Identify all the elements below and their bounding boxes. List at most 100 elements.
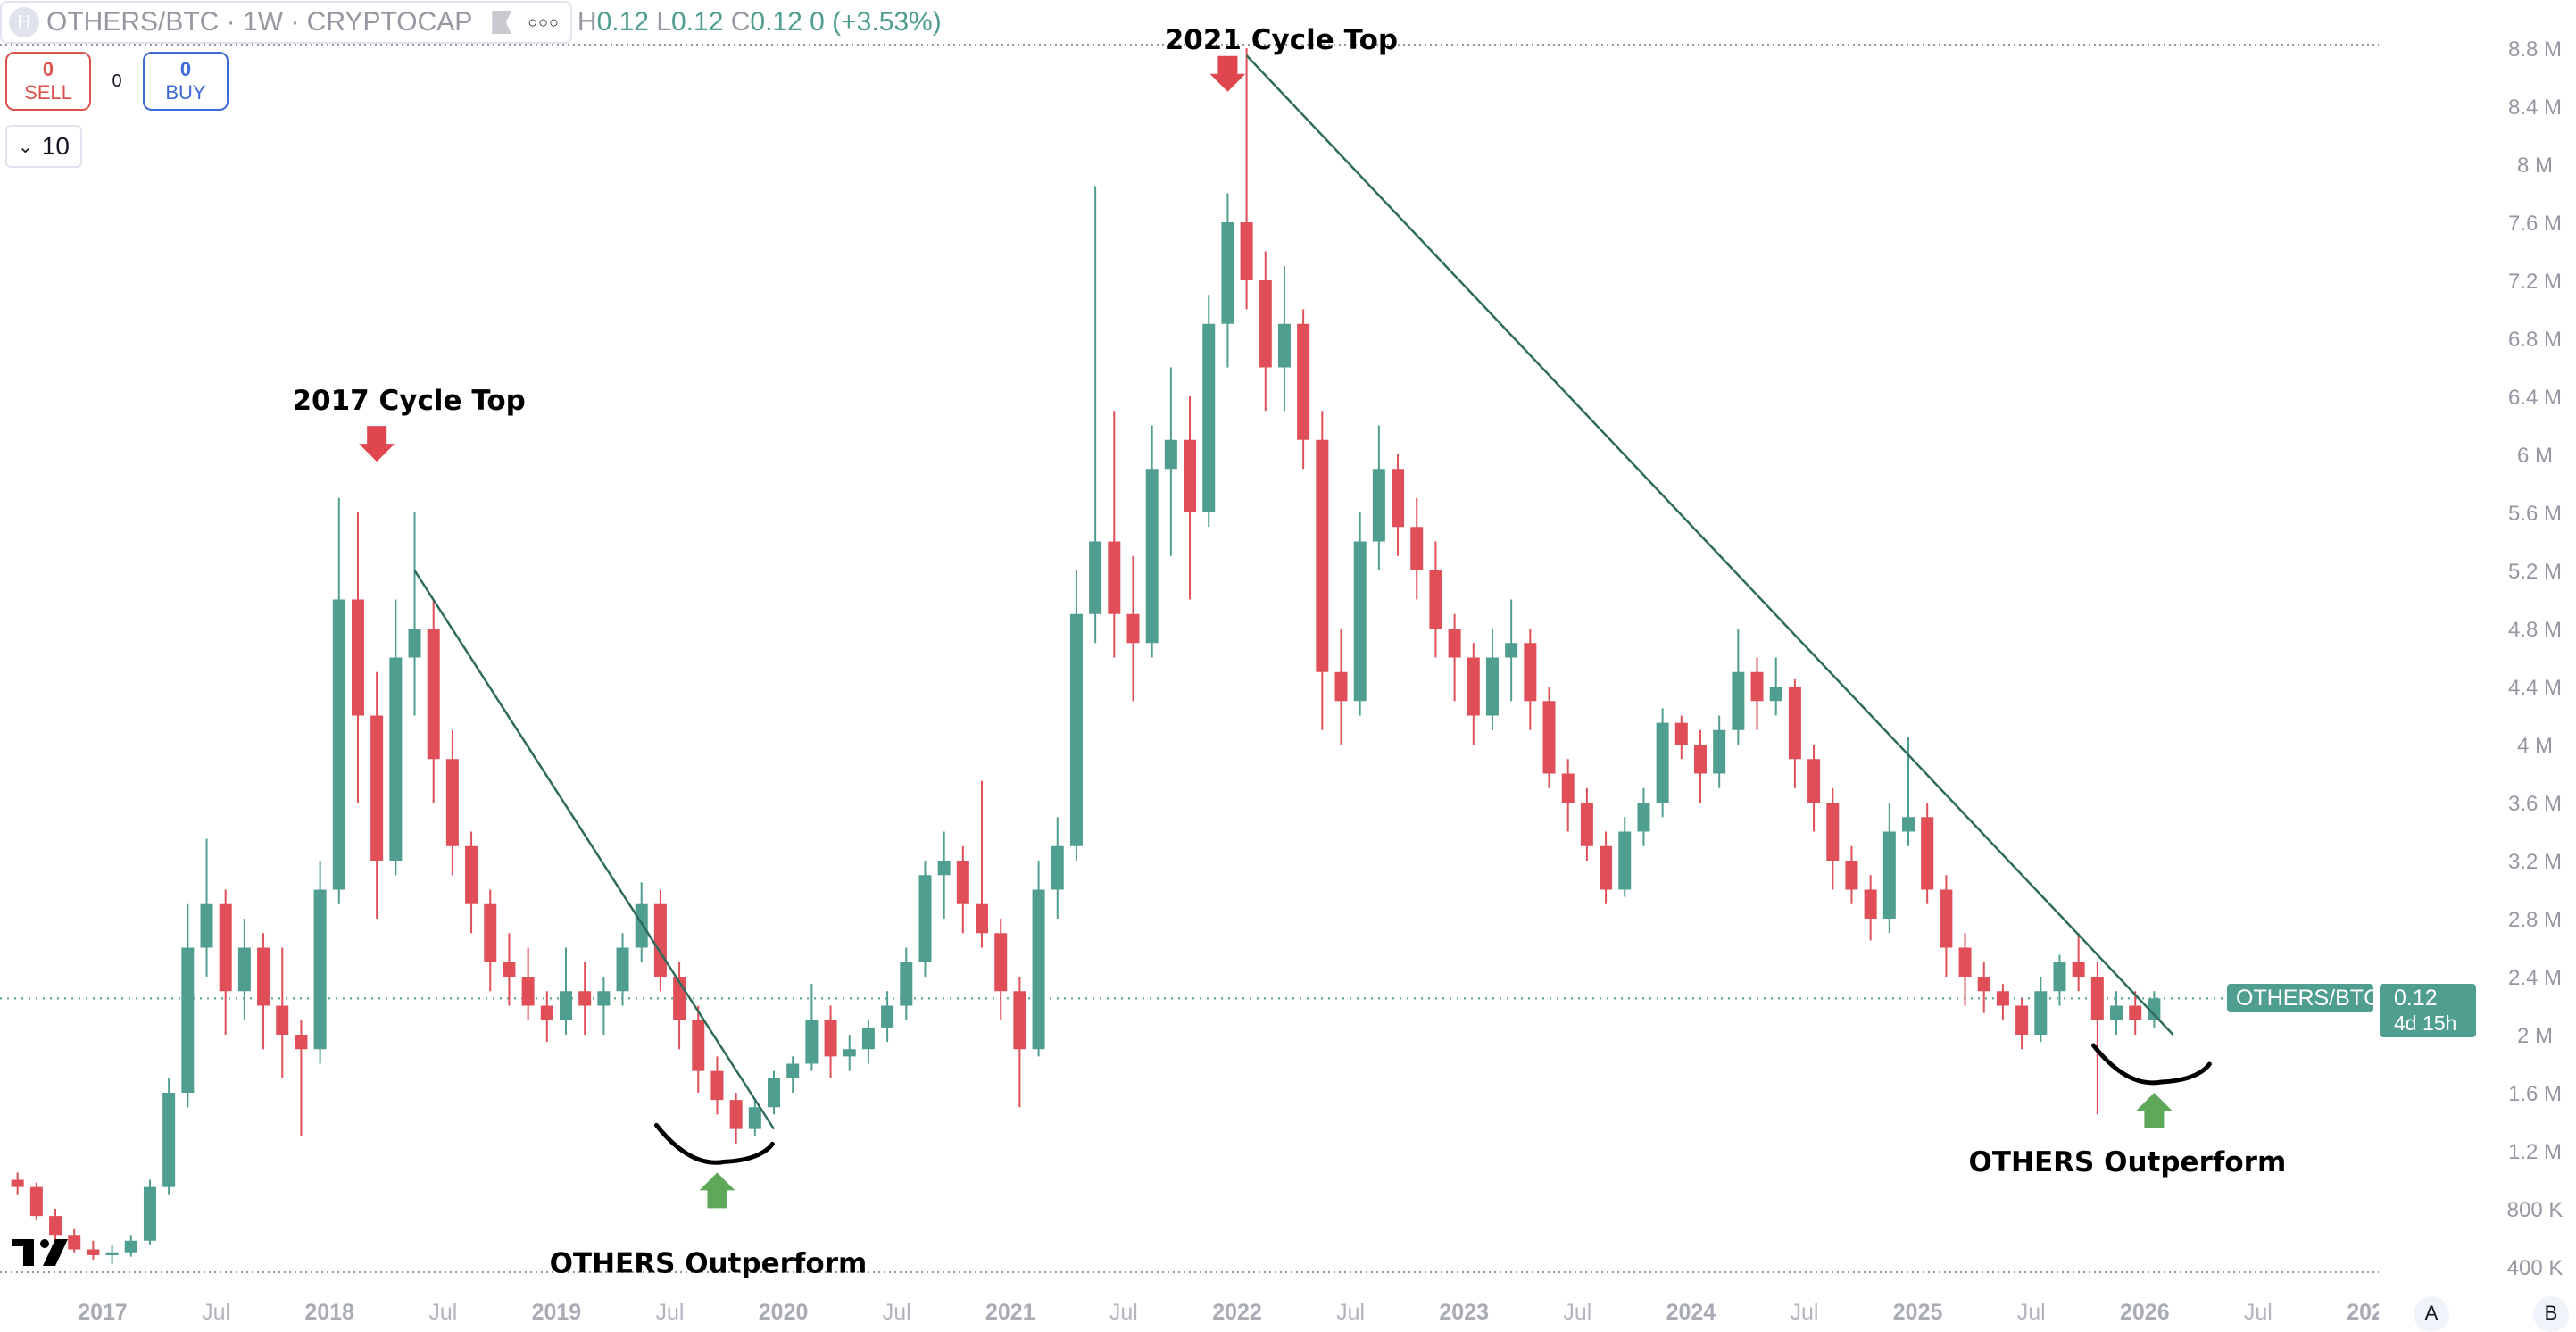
candle-body[interactable]: [427, 629, 440, 760]
candle-body[interactable]: [1032, 889, 1045, 1050]
candle-body[interactable]: [68, 1235, 81, 1250]
candle-body[interactable]: [1826, 803, 1840, 861]
candle-body[interactable]: [976, 903, 989, 934]
symbol-title-box[interactable]: H OTHERS/BTC · 1W · CRYPTOCAP ○○○: [0, 1, 572, 44]
candle-body[interactable]: [1429, 570, 1442, 629]
candle-body[interactable]: [937, 861, 951, 876]
candle-body[interactable]: [143, 1186, 156, 1241]
candle-body[interactable]: [408, 629, 421, 658]
candle-body[interactable]: [1713, 729, 1726, 774]
trendline[interactable]: [413, 570, 776, 1130]
candle-body[interactable]: [2053, 962, 2066, 992]
candle-body[interactable]: [578, 991, 592, 1006]
candle-body[interactable]: [1958, 947, 1972, 978]
candle-body[interactable]: [710, 1070, 724, 1101]
candle-body[interactable]: [1277, 323, 1291, 368]
candle-body[interactable]: [1580, 803, 1593, 846]
candle-body[interactable]: [768, 1078, 781, 1108]
candle-body[interactable]: [616, 947, 629, 992]
candle-body[interactable]: [2148, 998, 2161, 1020]
candle-body[interactable]: [503, 962, 516, 977]
candle-body[interactable]: [1448, 629, 1461, 658]
candle-body[interactable]: [1977, 977, 1990, 992]
candle-body[interactable]: [1750, 671, 1764, 702]
candle-body[interactable]: [389, 657, 403, 862]
candle-body[interactable]: [1505, 643, 1518, 658]
candle-body[interactable]: [1316, 439, 1329, 672]
candle-body[interactable]: [1524, 643, 1537, 702]
candle-body[interactable]: [1089, 541, 1102, 614]
candle-body[interactable]: [1693, 745, 1707, 774]
candle-body[interactable]: [748, 1107, 761, 1129]
candle-body[interactable]: [786, 1063, 800, 1078]
candle-body[interactable]: [692, 1020, 705, 1071]
candle-body[interactable]: [2090, 977, 2104, 1020]
candle-body[interactable]: [445, 759, 459, 846]
candle-body[interactable]: [351, 599, 364, 716]
candle-body[interactable]: [1013, 991, 1026, 1050]
candle-body[interactable]: [219, 903, 232, 992]
candle-body[interactable]: [1069, 613, 1083, 846]
candle-body[interactable]: [181, 947, 195, 1094]
candle-body[interactable]: [1221, 222, 1234, 324]
candle-body[interactable]: [900, 962, 913, 1006]
more-options-icon[interactable]: ○○○: [528, 12, 560, 31]
candle-body[interactable]: [1202, 323, 1216, 512]
candle-body[interactable]: [1392, 469, 1405, 528]
candle-body[interactable]: [1882, 831, 1896, 920]
sell-button[interactable]: 0 SELL: [5, 52, 91, 111]
candle-body[interactable]: [332, 599, 345, 890]
quantity-dropdown[interactable]: ⌄ 10: [5, 125, 82, 168]
candle-body[interactable]: [2034, 991, 2048, 1035]
candle-body[interactable]: [257, 947, 270, 1006]
candle-body[interactable]: [1864, 889, 1877, 920]
candle-body[interactable]: [861, 1027, 875, 1050]
candle-body[interactable]: [1485, 657, 1499, 716]
candle-body[interactable]: [1618, 831, 1632, 890]
candle-body[interactable]: [1732, 671, 1745, 730]
trendline[interactable]: [1245, 54, 2174, 1036]
candle-body[interactable]: [105, 1252, 119, 1255]
candle-body[interactable]: [29, 1186, 43, 1217]
candle-body[interactable]: [1921, 817, 1934, 890]
candle-body[interactable]: [1467, 657, 1480, 716]
candle-body[interactable]: [1051, 845, 1064, 890]
candle-body[interactable]: [1674, 722, 1688, 745]
candle-body[interactable]: [1334, 671, 1348, 702]
candle-body[interactable]: [1126, 613, 1140, 644]
candle-body[interactable]: [1600, 845, 1613, 890]
candle-body[interactable]: [540, 1005, 553, 1020]
candle-body[interactable]: [1259, 280, 1272, 368]
candle-body[interactable]: [2129, 1005, 2142, 1020]
candle-body[interactable]: [1164, 439, 1177, 470]
candle-body[interactable]: [521, 977, 535, 1006]
candle-body[interactable]: [956, 861, 969, 904]
candle-body[interactable]: [370, 715, 384, 862]
candle-body[interactable]: [1240, 222, 1253, 280]
symbol-title[interactable]: OTHERS/BTC · 1W · CRYPTOCAP: [46, 7, 473, 37]
candle-body[interactable]: [87, 1249, 100, 1256]
candle-body[interactable]: [237, 947, 251, 992]
candle-body[interactable]: [124, 1240, 137, 1253]
candle-body[interactable]: [653, 903, 667, 977]
candle-body[interactable]: [276, 1005, 289, 1036]
candle-body[interactable]: [1769, 687, 1782, 702]
candle-body[interactable]: [200, 903, 213, 948]
candle-body[interactable]: [1353, 541, 1367, 702]
candle-body[interactable]: [1372, 469, 1385, 542]
candle-body[interactable]: [1902, 817, 1915, 832]
candle-body[interactable]: [1807, 759, 1821, 803]
buy-button[interactable]: 0 BUY: [143, 52, 229, 111]
candle-body[interactable]: [597, 991, 611, 1006]
candle-body[interactable]: [484, 903, 497, 962]
candle-body[interactable]: [2110, 1005, 2123, 1020]
flag-icon[interactable]: [492, 11, 512, 34]
tradingview-logo[interactable]: [12, 1239, 68, 1266]
candle-body[interactable]: [162, 1093, 176, 1187]
candle-body[interactable]: [1996, 991, 2009, 1006]
candle-body[interactable]: [1184, 439, 1197, 512]
candle-body[interactable]: [1561, 773, 1575, 803]
candle-body[interactable]: [49, 1216, 62, 1236]
candle-body[interactable]: [1297, 323, 1310, 440]
